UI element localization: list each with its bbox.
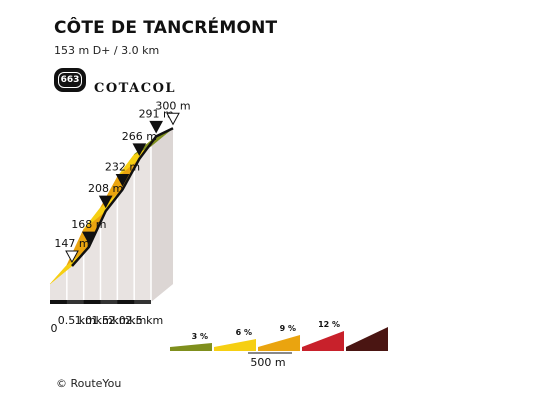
elevation-marker [65,250,79,264]
legend-swatch [214,339,256,351]
elevation-marker [115,174,130,187]
elevation-marker [98,195,113,209]
elevation-label: 147 m [54,237,89,250]
elevation-marker [149,120,164,134]
elevation-label: 291 m [139,107,174,120]
legend-label: 9 % [280,324,296,333]
distance-tick-label: 0 [51,322,58,335]
cotacol-logo-text: COTACOL [94,81,177,96]
profile-ridge-line [71,127,174,267]
distance-tick-label: 2.0 km [108,314,146,327]
elevation-label: 266 m [122,130,157,143]
elevation-marker [81,231,96,245]
gradient-legend: 3 % 6 % 9 % 12 % 500 m [170,320,388,369]
elevation-label: 208 m [88,182,123,195]
legend-label: 12 % [318,320,340,329]
legend-label: 3 % [192,332,208,341]
climb-stats: 153 m D+ / 3.0 km [54,44,160,57]
climb-title: CÔTE DE TANCRÉMONT [54,18,278,38]
profile-body [50,128,174,302]
legend-swatch [302,331,344,351]
legend-label: 6 % [236,328,252,337]
distance-tick-label: 1.0 km [75,314,113,327]
profile-end-face [151,128,174,302]
elevation-marker [132,143,147,156]
distance-tick-label: 0.5 km [58,314,96,327]
elevation-label: 168 m [71,218,106,231]
distance-tick-label: 1.5 km [91,314,129,327]
legend-swatch [258,335,300,351]
legend-swatch [346,327,388,351]
elevation-label: 300 m [155,99,190,112]
distance-tick-label: 2.5 km [125,314,163,327]
routeyou-credit: © RouteYou [56,377,122,390]
elevation-label: 232 m [105,161,140,174]
cotacol-number: 663 [58,72,82,88]
legend-swatch [170,343,212,351]
cotacol-number-badge: 663 [54,68,86,92]
legend-scale-label: 500 m [250,356,285,369]
elevation-marker [166,112,180,126]
